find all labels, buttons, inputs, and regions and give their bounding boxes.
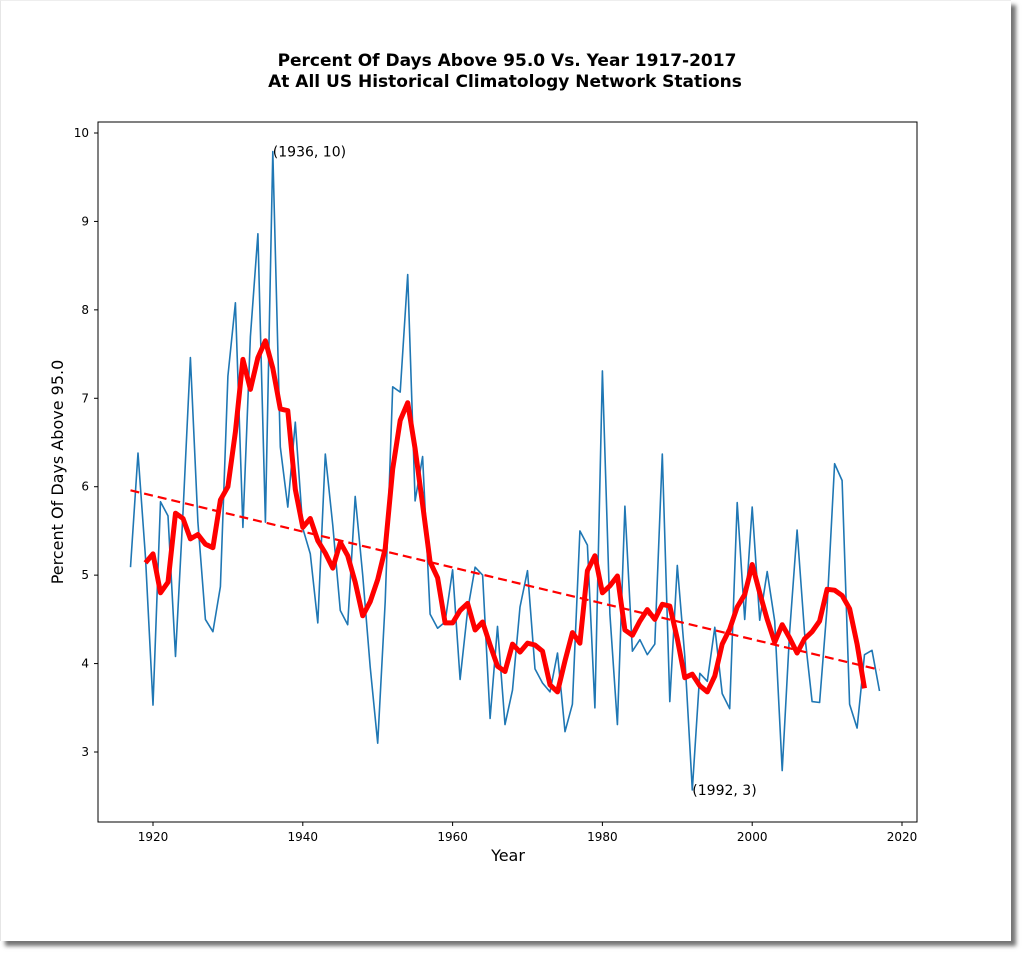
y-tick-label-8: 8 (81, 303, 89, 317)
y-tick-label-7: 7 (81, 391, 89, 405)
series-line-annual-percent (129, 150, 881, 791)
x-tick-label-1920: 1920 (138, 830, 169, 844)
x-tick-label-1940: 1940 (288, 830, 319, 844)
x-tick-label-2020: 2020 (887, 830, 918, 844)
plot-frame (97, 121, 918, 823)
y-axis-ticks: 3 4 5 6 7 8 9 10 (74, 126, 98, 759)
figure-page (0, 0, 1011, 941)
y-tick-label-4: 4 (81, 657, 89, 671)
x-tick-label-1960: 1960 (437, 830, 468, 844)
plot-lines (129, 150, 881, 791)
annotation-1992: (1992, 3) (692, 783, 756, 799)
x-axis-ticks: 1920 1940 1960 1980 2000 2020 (138, 822, 918, 844)
x-tick-label-2000: 2000 (737, 830, 768, 844)
annotations: (1936, 10) (1992, 3) (273, 145, 757, 799)
y-tick-label-9: 9 (81, 214, 89, 228)
chart-title-line-2: At All US Historical Climatology Network… (268, 72, 742, 92)
y-tick-label-3: 3 (81, 745, 89, 759)
y-tick-label-6: 6 (81, 480, 89, 494)
x-axis-label: Year (490, 846, 525, 865)
annotation-1936: (1936, 10) (273, 145, 346, 161)
y-tick-label-5: 5 (81, 568, 89, 582)
chart-title-line-1: Percent Of Days Above 95.0 Vs. Year 1917… (278, 51, 737, 71)
y-tick-label-10: 10 (74, 126, 89, 140)
series-line-linear-trend (130, 489, 880, 671)
x-tick-label-1980: 1980 (587, 830, 618, 844)
series-line-moving-average (143, 338, 867, 695)
y-axis-label: Percent Of Days Above 95.0 (48, 360, 67, 585)
